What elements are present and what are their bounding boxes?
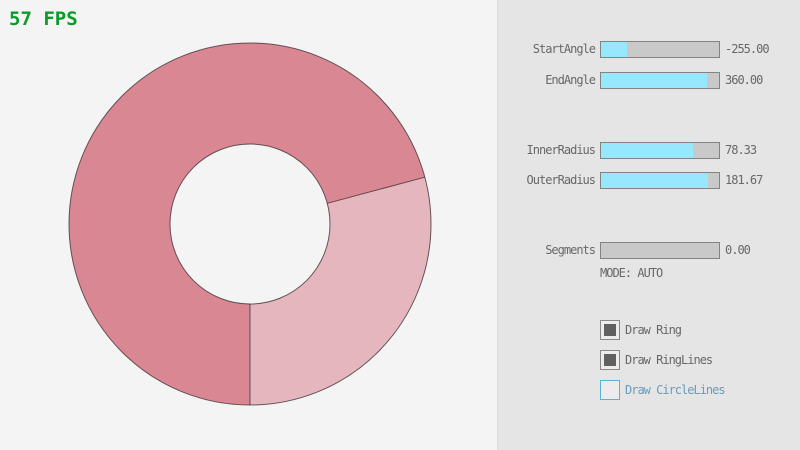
control-panel: StartAngle -255.00 EndAngle 360.00 Inner… (497, 0, 800, 450)
segments-value: 0.00 (725, 243, 751, 257)
checkbox-label: Draw CircleLines (625, 383, 726, 397)
ring-radial-line-end (327, 176, 425, 204)
checkbox-draw-ringlines[interactable]: Draw RingLines (600, 350, 790, 370)
checkbox-icon (600, 380, 620, 400)
slider-row-startangle: StartAngle -255.00 (498, 41, 800, 58)
check-mark-icon (604, 324, 616, 336)
mode-label: MODE: AUTO (600, 266, 663, 280)
innerradius-label: InnerRadius (526, 143, 596, 157)
slider-row-innerradius: InnerRadius 78.33 (498, 142, 800, 159)
checkbox-label: Draw Ring (625, 323, 682, 337)
ring-canvas (68, 42, 432, 406)
startangle-slider[interactable] (600, 41, 720, 58)
slider-fill (601, 143, 694, 158)
checkbox-icon (600, 350, 620, 370)
slider-fill (601, 42, 627, 57)
slider-row-endangle: EndAngle 360.00 (498, 72, 800, 89)
startangle-value: -255.00 (725, 42, 770, 56)
outerradius-slider[interactable] (600, 172, 720, 189)
ring-overlap-sector (250, 177, 431, 405)
segments-label: Segments (545, 243, 596, 257)
slider-row-outerradius: OuterRadius 181.67 (498, 172, 800, 189)
outerradius-label: OuterRadius (526, 173, 596, 187)
startangle-label: StartAngle (532, 42, 596, 56)
checkbox-draw-ring[interactable]: Draw Ring (600, 320, 790, 340)
checkbox-draw-circlelines[interactable]: Draw CircleLines (600, 380, 790, 400)
ring-outline-inner (169, 143, 331, 305)
checkbox-icon (600, 320, 620, 340)
endangle-slider[interactable] (600, 72, 720, 89)
innerradius-slider[interactable] (600, 142, 720, 159)
slider-fill (601, 173, 709, 188)
outerradius-value: 181.67 (725, 173, 763, 187)
segments-slider[interactable] (600, 242, 720, 259)
innerradius-value: 78.33 (725, 143, 757, 157)
endangle-value: 360.00 (725, 73, 763, 87)
checkbox-label: Draw RingLines (625, 353, 713, 367)
endangle-label: EndAngle (545, 73, 596, 87)
check-mark-icon (604, 354, 616, 366)
slider-fill (601, 73, 708, 88)
slider-row-segments: Segments 0.00 (498, 242, 800, 259)
fps-counter: 57 FPS (9, 8, 78, 30)
